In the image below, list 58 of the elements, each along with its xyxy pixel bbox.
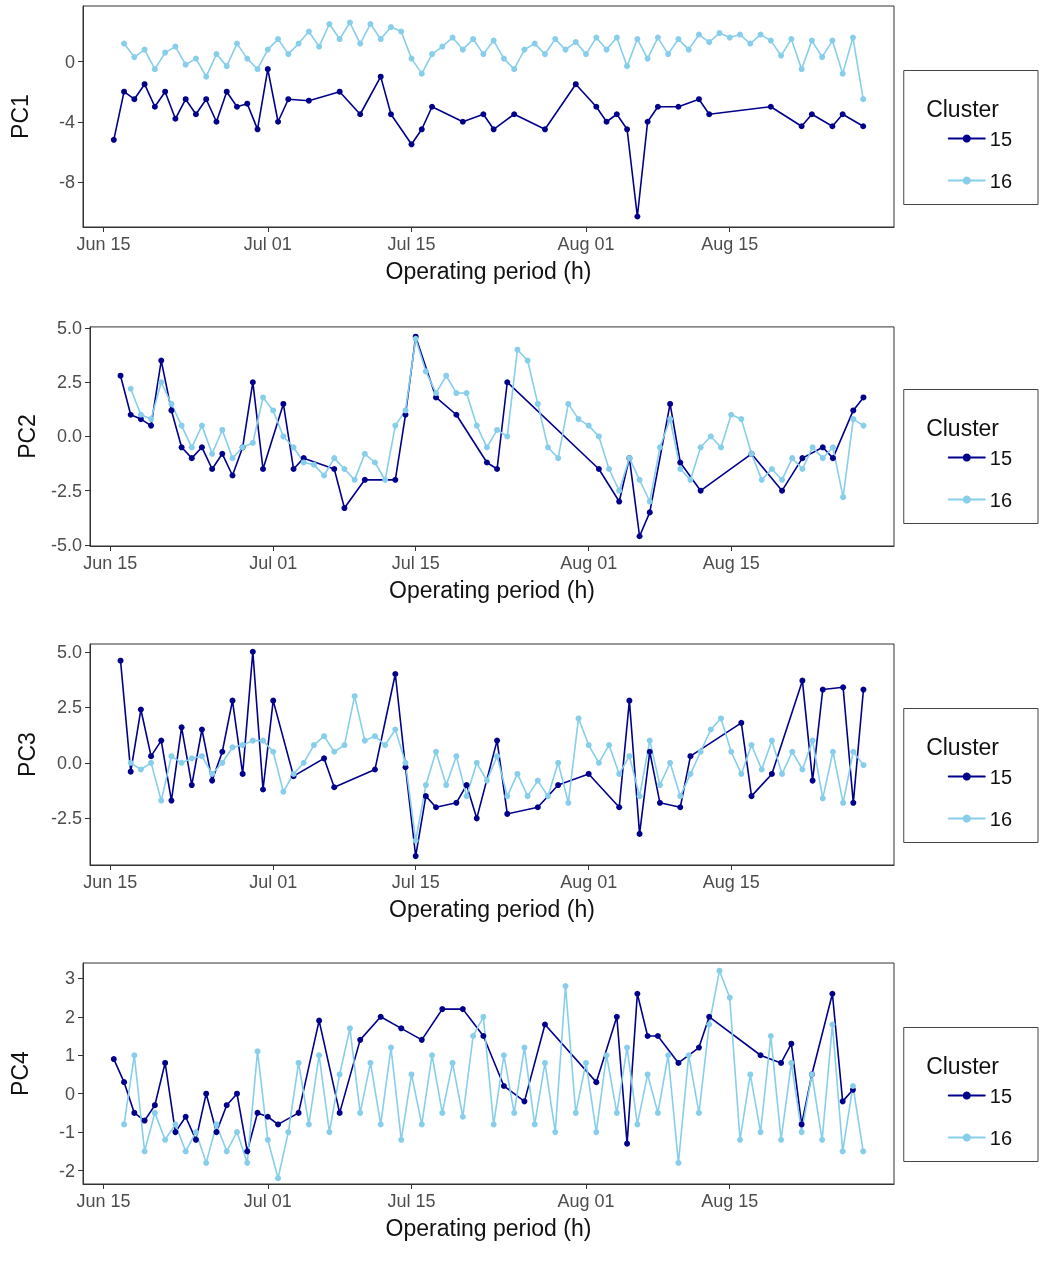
x-tick-label: Jul 01	[249, 553, 298, 573]
y-tick-label: 2	[64, 1006, 75, 1027]
x-tick-label: Aug 15	[702, 553, 760, 573]
y-tick-label: 2.5	[56, 372, 82, 393]
x-axis-title: Operating period (h)	[385, 1214, 592, 1241]
y-tick-label: -8	[58, 171, 75, 192]
y-axis-title: PC4	[6, 1050, 33, 1096]
x-tick-label: Aug 01	[557, 234, 615, 254]
legend-label: 15	[989, 765, 1012, 788]
legend-label: 15	[989, 1084, 1012, 1107]
x-tick-label: Jul 15	[387, 234, 436, 254]
legend-label: 16	[989, 807, 1012, 830]
legend-label: 16	[989, 488, 1012, 511]
x-tick-label: Aug 15	[701, 1191, 759, 1211]
legend-title: Cluster	[926, 1052, 1000, 1079]
x-tick-label: Aug 15	[702, 872, 760, 892]
y-tick-label: -2	[58, 1160, 75, 1181]
y-tick-label: 2.5	[56, 697, 82, 718]
y-tick-label: 5.0	[56, 641, 82, 662]
x-tick-label: Jun 15	[76, 1191, 131, 1211]
legend-label: 15	[989, 446, 1012, 469]
y-tick-label: 0	[64, 1083, 75, 1104]
y-axis-title: PC1	[6, 94, 33, 139]
y-tick-label: -2.5	[50, 808, 82, 829]
x-axis-title: Operating period (h)	[385, 257, 592, 284]
x-tick-label: Jun 15	[83, 872, 138, 892]
y-axis-title: PC2	[13, 414, 40, 459]
x-tick-label: Jul 01	[243, 1191, 292, 1211]
x-tick-label: Jul 01	[243, 234, 292, 254]
y-tick-label: 1	[64, 1045, 75, 1066]
x-tick-label: Jul 15	[391, 553, 440, 573]
y-tick-label: 3	[64, 968, 75, 989]
y-tick-label: 5.0	[56, 318, 82, 338]
legend-title: Cluster	[926, 414, 1000, 441]
y-tick-label: -5.0	[50, 534, 82, 555]
x-tick-label: Aug 15	[701, 234, 759, 254]
y-axis-title: PC3	[13, 732, 40, 777]
y-tick-label: 0.0	[56, 752, 82, 773]
x-tick-label: Jul 15	[387, 1191, 436, 1211]
y-tick-label: 0.0	[56, 426, 82, 447]
x-tick-label: Aug 01	[560, 553, 618, 573]
legend-label: 16	[989, 169, 1012, 192]
legend-label: 15	[989, 127, 1012, 150]
x-axis-title: Operating period (h)	[389, 895, 595, 922]
y-tick-label: -1	[58, 1122, 75, 1143]
y-tick-label: -4	[58, 111, 75, 132]
legend-label: 16	[989, 1126, 1012, 1149]
legend-title: Cluster	[926, 733, 1000, 760]
x-tick-label: Jul 15	[391, 872, 440, 892]
x-tick-label: Aug 01	[560, 872, 618, 892]
x-tick-label: Jul 01	[249, 872, 298, 892]
y-tick-label: 0	[64, 51, 75, 72]
x-tick-label: Jun 15	[76, 234, 131, 254]
x-tick-label: Jun 15	[83, 553, 138, 573]
legend-title: Cluster	[926, 95, 1000, 122]
y-tick-label: -2.5	[50, 480, 82, 501]
x-tick-label: Aug 01	[557, 1191, 615, 1211]
x-axis-title: Operating period (h)	[389, 576, 595, 603]
